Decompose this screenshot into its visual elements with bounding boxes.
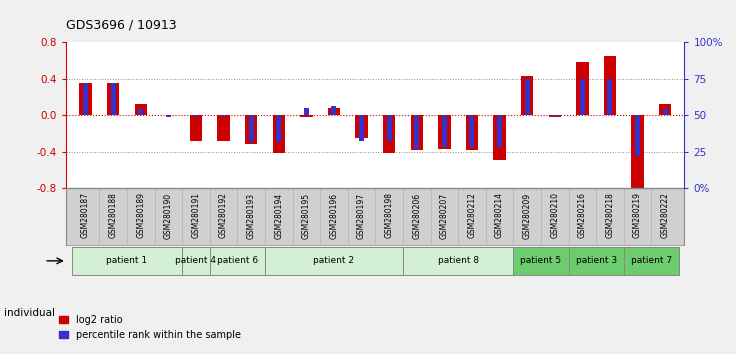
Bar bbox=[411, 115, 423, 150]
Bar bbox=[662, 109, 668, 115]
Text: patient 2: patient 2 bbox=[314, 256, 355, 266]
Bar bbox=[217, 115, 230, 141]
Text: GSM280222: GSM280222 bbox=[661, 193, 670, 238]
Text: individual: individual bbox=[4, 308, 54, 318]
Bar bbox=[635, 115, 640, 156]
Bar bbox=[328, 108, 340, 115]
Bar bbox=[403, 247, 514, 275]
Bar bbox=[548, 115, 561, 117]
Text: GSM280191: GSM280191 bbox=[191, 193, 200, 239]
Text: patient 7: patient 7 bbox=[631, 256, 672, 266]
Text: GSM280209: GSM280209 bbox=[523, 193, 531, 239]
Bar bbox=[576, 62, 589, 115]
Text: GSM280212: GSM280212 bbox=[467, 193, 476, 238]
Bar bbox=[659, 104, 671, 115]
Text: GSM280219: GSM280219 bbox=[633, 193, 642, 239]
Bar bbox=[568, 247, 623, 275]
Text: GSM280198: GSM280198 bbox=[385, 193, 394, 239]
Text: GSM280195: GSM280195 bbox=[302, 193, 311, 239]
Text: GSM280207: GSM280207 bbox=[440, 193, 449, 239]
Bar bbox=[604, 56, 616, 115]
Bar bbox=[470, 115, 475, 147]
Text: GSM280190: GSM280190 bbox=[164, 193, 173, 239]
Text: patient 5: patient 5 bbox=[520, 256, 562, 266]
Bar bbox=[497, 115, 502, 147]
Bar bbox=[79, 84, 92, 115]
Bar bbox=[521, 76, 534, 115]
Text: GSM280214: GSM280214 bbox=[495, 193, 504, 239]
Text: GSM280189: GSM280189 bbox=[136, 193, 145, 239]
Bar bbox=[304, 108, 309, 115]
Text: patient 1: patient 1 bbox=[107, 256, 147, 266]
Bar bbox=[245, 115, 258, 144]
Bar bbox=[442, 115, 447, 147]
Text: GSM280193: GSM280193 bbox=[247, 193, 255, 239]
Text: patient 8: patient 8 bbox=[438, 256, 478, 266]
Text: patient 3: patient 3 bbox=[576, 256, 617, 266]
Text: GSM280194: GSM280194 bbox=[275, 193, 283, 239]
Bar bbox=[249, 115, 254, 142]
Bar bbox=[493, 115, 506, 160]
Bar bbox=[386, 115, 392, 141]
Text: GSM280210: GSM280210 bbox=[551, 193, 559, 239]
Bar bbox=[552, 115, 557, 117]
Bar bbox=[414, 115, 420, 149]
Bar bbox=[210, 247, 265, 275]
Bar bbox=[438, 115, 450, 149]
Bar bbox=[525, 79, 530, 115]
Bar bbox=[300, 115, 313, 117]
Bar bbox=[190, 115, 202, 141]
Bar bbox=[110, 84, 116, 115]
Bar bbox=[383, 115, 395, 153]
Text: patient 6: patient 6 bbox=[217, 256, 258, 266]
Bar bbox=[138, 109, 144, 115]
Bar bbox=[265, 247, 403, 275]
Bar bbox=[355, 115, 368, 138]
Bar bbox=[272, 115, 285, 153]
Text: GSM280188: GSM280188 bbox=[109, 193, 118, 238]
Bar bbox=[607, 79, 612, 115]
Text: GSM280196: GSM280196 bbox=[330, 193, 339, 239]
Bar bbox=[221, 115, 226, 117]
Bar bbox=[72, 247, 183, 275]
Bar bbox=[83, 84, 88, 115]
Bar bbox=[466, 115, 478, 150]
Text: GSM280192: GSM280192 bbox=[219, 193, 228, 239]
Text: GSM280216: GSM280216 bbox=[578, 193, 587, 239]
Text: GSM280187: GSM280187 bbox=[81, 193, 90, 239]
Bar bbox=[166, 115, 171, 117]
Bar bbox=[276, 115, 281, 142]
Text: GSM280197: GSM280197 bbox=[357, 193, 366, 239]
Legend: log2 ratio, percentile rank within the sample: log2 ratio, percentile rank within the s… bbox=[59, 315, 241, 340]
Bar bbox=[631, 115, 644, 190]
Bar bbox=[580, 79, 585, 115]
Bar bbox=[194, 115, 199, 117]
Bar bbox=[135, 104, 147, 115]
Bar bbox=[331, 106, 336, 115]
Text: patient 4: patient 4 bbox=[175, 256, 216, 266]
Bar bbox=[514, 247, 569, 275]
Bar bbox=[623, 247, 679, 275]
Bar bbox=[183, 247, 210, 275]
Text: GDS3696 / 10913: GDS3696 / 10913 bbox=[66, 19, 177, 32]
Text: GSM280218: GSM280218 bbox=[606, 193, 615, 238]
Text: GSM280206: GSM280206 bbox=[412, 193, 421, 239]
Bar bbox=[359, 115, 364, 141]
Bar bbox=[107, 84, 119, 115]
